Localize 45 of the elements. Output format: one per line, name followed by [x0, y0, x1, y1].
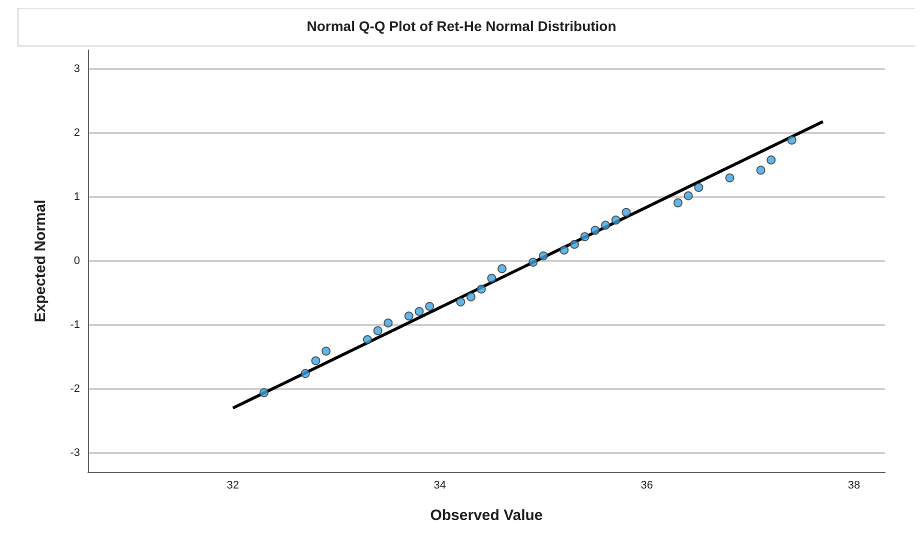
y-tick-label: -2: [70, 382, 80, 395]
point: [362, 335, 372, 344]
point: [466, 292, 476, 302]
x-axis-title: Observed Value: [430, 507, 543, 524]
point: [766, 155, 776, 164]
point: [560, 246, 569, 255]
point: [590, 226, 600, 235]
point: [622, 208, 631, 217]
x-tick-label: 34: [434, 480, 446, 492]
x-tick-label: 32: [226, 480, 240, 492]
point: [756, 166, 766, 175]
point: [570, 240, 579, 249]
point: [528, 258, 538, 267]
point: [404, 311, 414, 320]
point: [414, 307, 424, 316]
point: [580, 232, 590, 242]
point: [300, 369, 310, 378]
point: [476, 284, 486, 294]
y-tick-label: -1: [70, 318, 80, 331]
y-tick-label: 1: [74, 191, 80, 204]
point: [425, 302, 434, 311]
point: [787, 136, 796, 145]
point: [311, 356, 320, 366]
point: [611, 216, 620, 225]
point: [487, 274, 496, 283]
point: [538, 251, 548, 260]
point: [498, 264, 507, 274]
chart-title: Normal Q-Q Plot of Ret-He Normal Distribution: [306, 18, 616, 34]
point: [456, 297, 466, 306]
point: [694, 182, 704, 192]
y-tick-label: 2: [74, 127, 80, 140]
point: [322, 346, 331, 356]
point: [684, 191, 693, 200]
point: [673, 198, 682, 208]
y-axis-title: Expected Normal: [32, 200, 49, 322]
y-tick-label: -3: [70, 446, 80, 459]
y-tick-label: 3: [74, 63, 80, 76]
point: [373, 326, 382, 336]
x-tick-label: 38: [848, 480, 860, 492]
point: [601, 220, 610, 230]
point: [725, 173, 734, 182]
y-tick-label: 0: [74, 255, 80, 267]
x-tick-label: 36: [640, 480, 654, 492]
point: [259, 388, 268, 398]
point: [384, 318, 393, 328]
